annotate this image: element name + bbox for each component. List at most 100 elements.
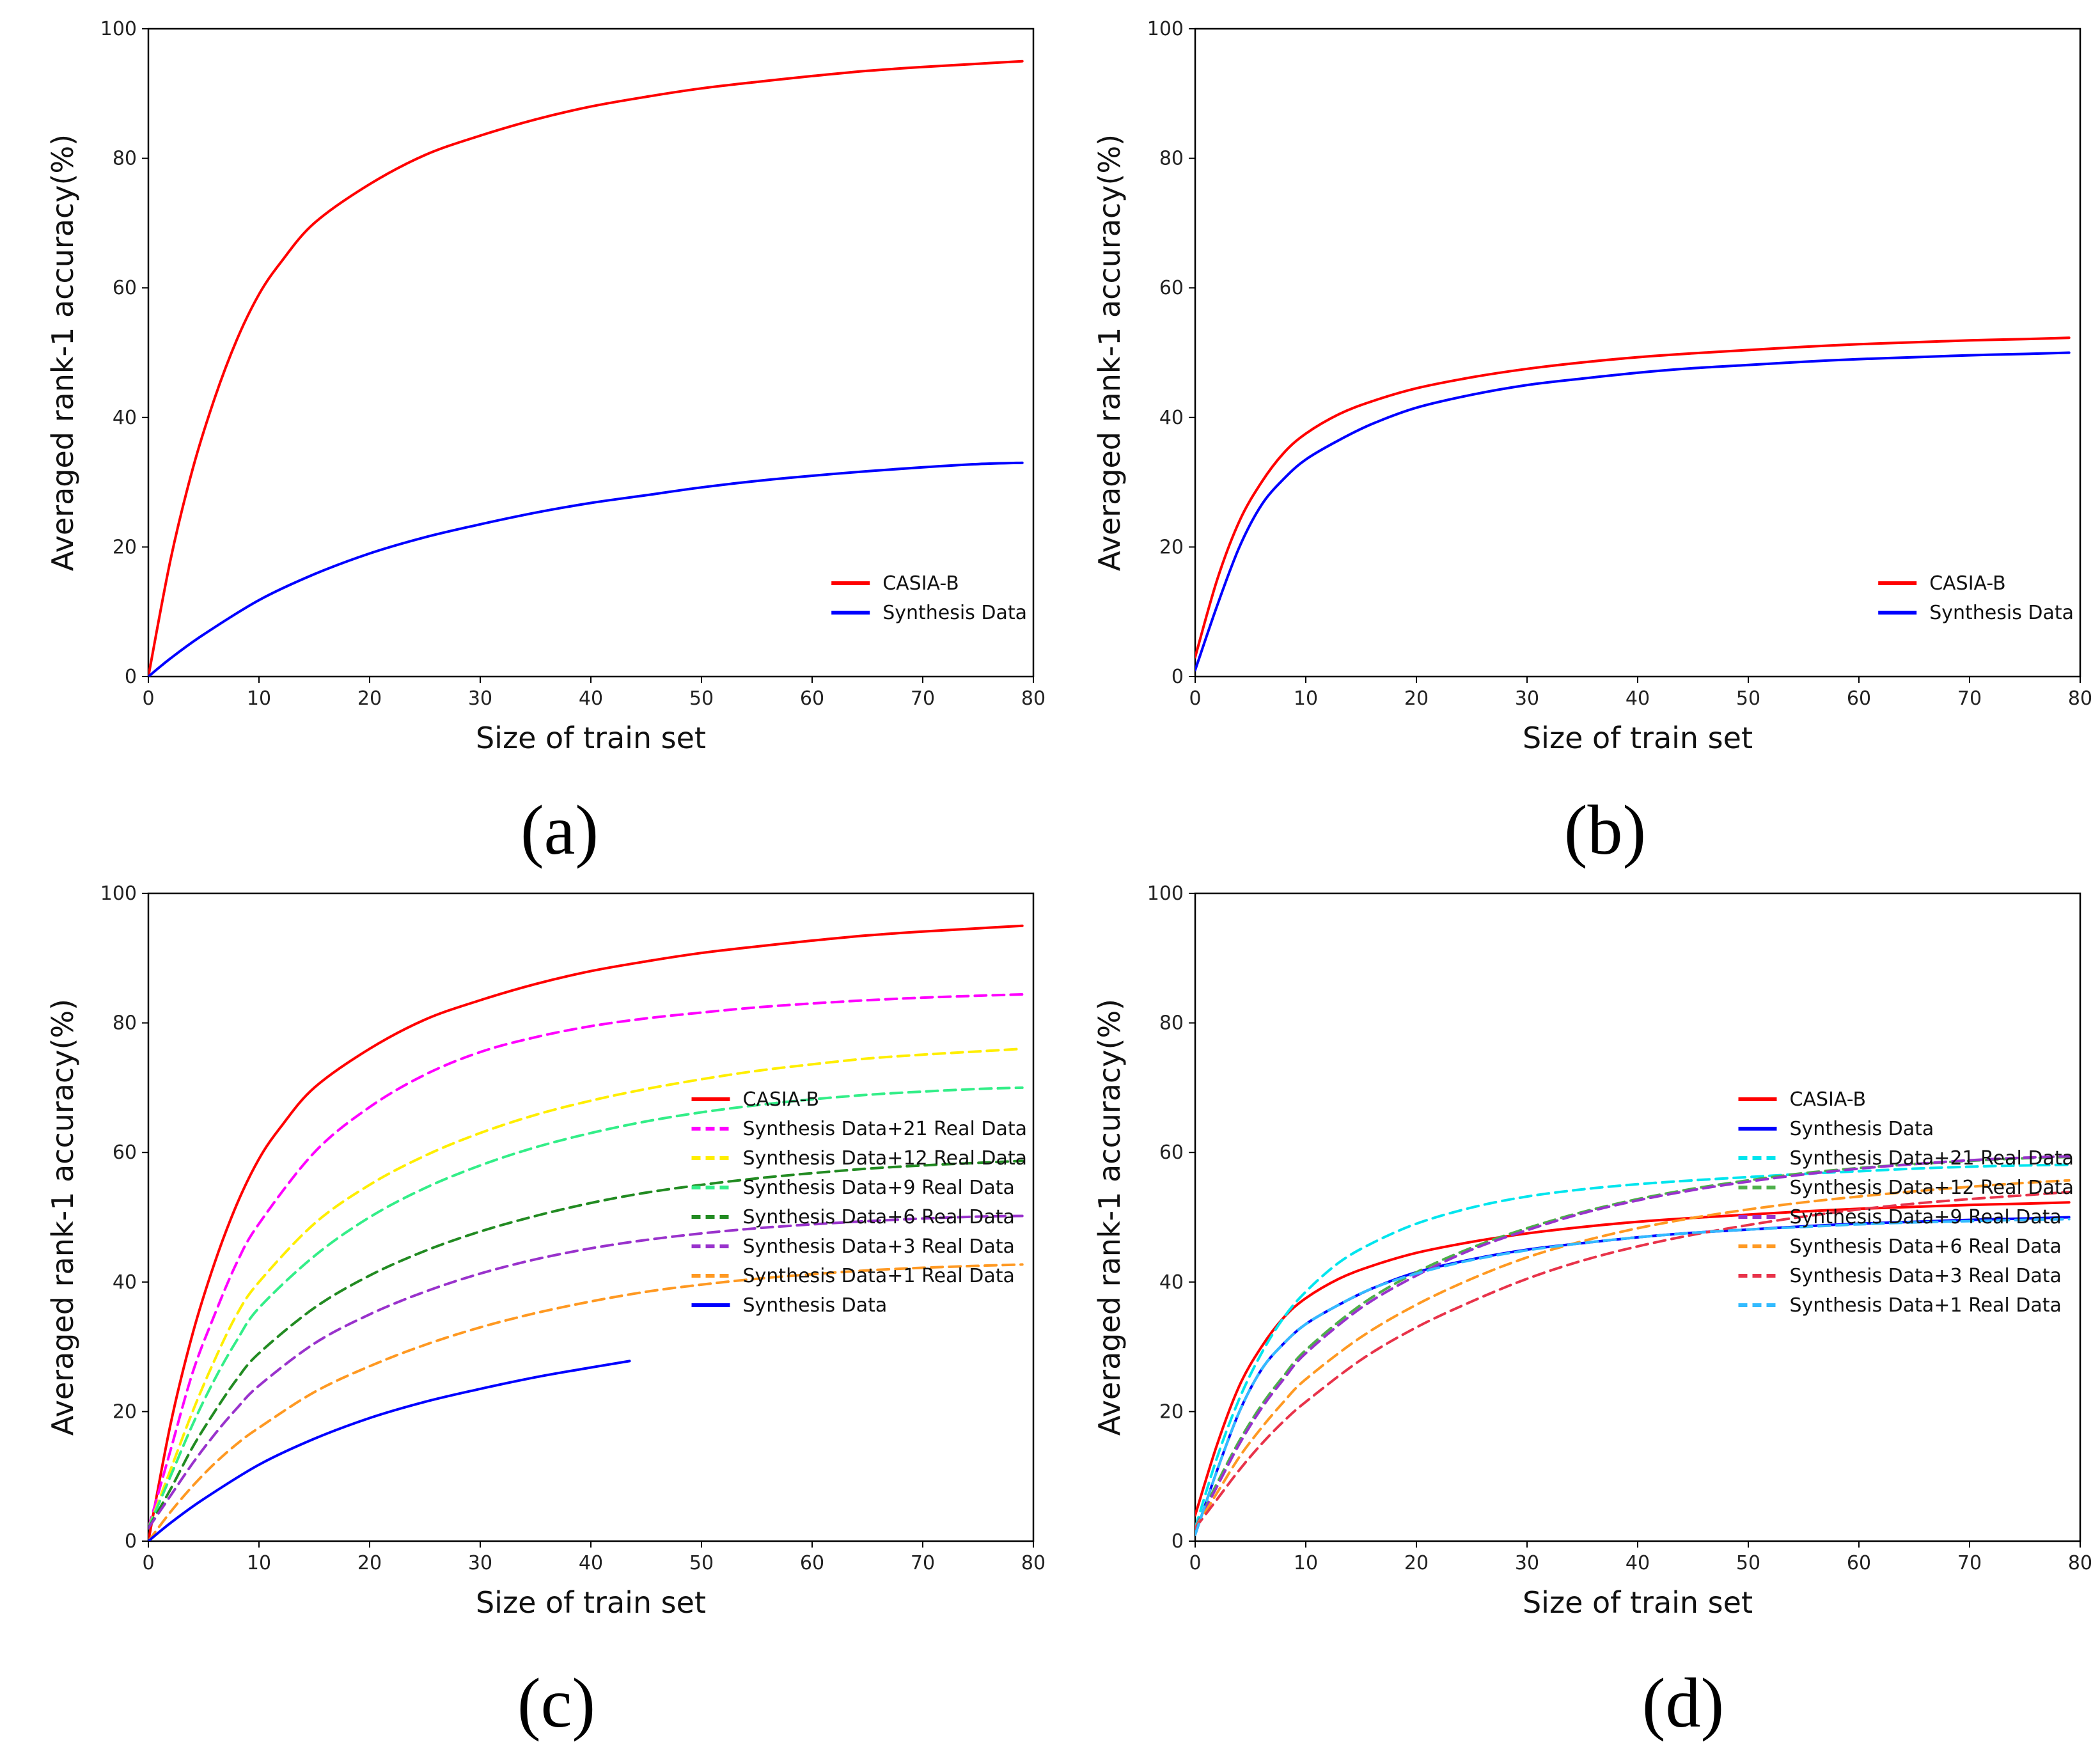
y-tick-label: 100 xyxy=(1147,882,1184,905)
y-tick-label: 80 xyxy=(113,1012,137,1035)
legend: CASIA-B Synthesis Data Synthesis Data+21 R… xyxy=(1738,1088,2074,1317)
series-line-casia-b xyxy=(148,59,1024,677)
legend-label: Synthesis Data+1 Real Data xyxy=(743,1265,1015,1287)
y-tick-label: 20 xyxy=(1159,536,1184,558)
legend-label: Synthesis Data+21 Real Data xyxy=(743,1118,1028,1140)
x-tick-label: 70 xyxy=(1957,687,1982,710)
x-tick-label: 10 xyxy=(247,1552,271,1574)
y-axis-label: Averaged rank-1 accuracy(%) xyxy=(1092,134,1127,571)
panel-caption: (b) xyxy=(1564,791,1646,869)
x-tick-label: 0 xyxy=(1189,1552,1201,1574)
series-line-synthesis-data-1-real-data xyxy=(1195,1218,2071,1536)
legend-label: Synthesis Data+3 Real Data xyxy=(743,1235,1015,1258)
series-line-casia-b xyxy=(148,924,1024,1541)
series-line-synthesis-data-9-real-data xyxy=(148,1086,1024,1530)
series-line-synthesis-data-3-real-data xyxy=(148,1214,1024,1530)
x-tick-label: 30 xyxy=(1515,1552,1539,1574)
legend-label: Synthesis Data+3 Real Data xyxy=(1790,1265,2062,1287)
x-tick-label: 60 xyxy=(800,687,824,710)
legend-label: Synthesis Data+9 Real Data xyxy=(743,1177,1015,1199)
legend-label: CASIA-B xyxy=(743,1088,820,1111)
y-tick-label: 100 xyxy=(100,18,137,40)
x-tick-label: 20 xyxy=(357,687,382,710)
legend: CASIA-B Synthesis Data xyxy=(831,572,1027,624)
legend-label: CASIA-B xyxy=(1790,1088,1867,1111)
chart-panel-2: 0 10 20 30 40 50 60 70 80 0 20 40 60 80 100 Size of tra… xyxy=(1092,18,2092,869)
y-tick-label: 0 xyxy=(1171,1530,1184,1553)
legend: CASIA-B Synthesis Data+21 Real Data Synthe… xyxy=(691,1088,1028,1317)
series-line-synthesis-data-1-real-data xyxy=(148,1263,1024,1541)
legend: CASIA-B Synthesis Data xyxy=(1878,572,2074,624)
chart-panel-3: 0 10 20 30 40 50 60 70 80 0 20 40 60 80 100 Size of tra… xyxy=(45,882,1046,1742)
series-line-synthesis-data xyxy=(148,1360,631,1541)
series-group xyxy=(1195,336,2071,671)
series-line-casia-b xyxy=(1195,336,2071,659)
y-axis-label: Averaged rank-1 accuracy(%) xyxy=(45,999,80,1436)
x-tick-label: 50 xyxy=(1736,1552,1760,1574)
legend-label: Synthesis Data+12 Real Data xyxy=(1790,1177,2074,1199)
y-tick-label: 20 xyxy=(113,536,137,558)
x-tick-label: 80 xyxy=(2068,1552,2092,1574)
series-line-casia-b xyxy=(1195,1201,2071,1517)
legend-label: Synthesis Data+9 Real Data xyxy=(1790,1206,2062,1228)
x-tick-label: 70 xyxy=(911,1552,935,1574)
series-group xyxy=(148,59,1024,677)
series-line-synthesis-data-6-real-data xyxy=(1195,1179,2071,1530)
x-tick-label: 40 xyxy=(1626,1552,1650,1574)
y-tick-label: 60 xyxy=(1159,277,1184,299)
x-tick-label: 30 xyxy=(468,1552,492,1574)
x-tick-label: 50 xyxy=(1736,687,1760,710)
y-tick-label: 80 xyxy=(1159,1012,1184,1035)
legend-label: Synthesis Data xyxy=(1929,602,2074,624)
legend-label: CASIA-B xyxy=(882,572,959,595)
x-tick-label: 50 xyxy=(689,1552,714,1574)
series-line-synthesis-data-12-real-data xyxy=(148,1047,1024,1530)
x-tick-label: 0 xyxy=(1189,687,1201,710)
x-tick-label: 50 xyxy=(689,687,714,710)
legend-label: CASIA-B xyxy=(1929,572,2006,595)
y-tick-label: 100 xyxy=(100,882,137,905)
series-line-synthesis-data-21-real-data xyxy=(148,993,1024,1530)
series-group xyxy=(148,924,1024,1541)
y-tick-label: 20 xyxy=(1159,1400,1184,1423)
y-tick-label: 80 xyxy=(113,148,137,170)
y-tick-label: 40 xyxy=(113,1271,137,1294)
y-tick-label: 60 xyxy=(1159,1141,1184,1164)
x-tick-label: 40 xyxy=(579,1552,603,1574)
panel-caption: (c) xyxy=(517,1664,595,1742)
legend-label: Synthesis Data xyxy=(1790,1118,1934,1140)
x-axis-label: Size of train set xyxy=(476,1585,706,1620)
series-line-synthesis-data-6-real-data xyxy=(148,1159,1024,1530)
panel-caption: (d) xyxy=(1642,1664,1724,1742)
x-axis-label: Size of train set xyxy=(476,721,706,755)
x-axis-label: Size of train set xyxy=(1523,721,1753,755)
series-line-synthesis-data xyxy=(1195,351,2071,671)
x-tick-label: 10 xyxy=(1294,1552,1318,1574)
panel-caption: (a) xyxy=(521,791,599,869)
x-tick-label: 40 xyxy=(1626,687,1650,710)
x-axis-label: Size of train set xyxy=(1523,1585,1753,1620)
y-tick-label: 60 xyxy=(113,277,137,299)
series-line-synthesis-data-21-real-data xyxy=(1195,1163,2071,1530)
y-axis-label: Averaged rank-1 accuracy(%) xyxy=(1092,999,1127,1436)
x-tick-label: 10 xyxy=(247,687,271,710)
x-tick-label: 20 xyxy=(1404,687,1429,710)
y-tick-label: 100 xyxy=(1147,18,1184,40)
series-line-synthesis-data-9-real-data xyxy=(1195,1155,2071,1530)
x-tick-label: 20 xyxy=(357,1552,382,1574)
legend-label: Synthesis Data+12 Real Data xyxy=(743,1147,1028,1170)
x-tick-label: 40 xyxy=(579,687,603,710)
x-tick-label: 20 xyxy=(1404,1552,1429,1574)
x-tick-label: 60 xyxy=(1847,687,1871,710)
y-axis-label: Averaged rank-1 accuracy(%) xyxy=(45,134,80,571)
series-line-synthesis-data xyxy=(148,461,1024,677)
y-tick-label: 0 xyxy=(125,666,137,688)
legend-label: Synthesis Data+21 Real Data xyxy=(1790,1147,2074,1170)
y-tick-label: 40 xyxy=(1159,1271,1184,1294)
y-tick-label: 80 xyxy=(1159,148,1184,170)
y-tick-label: 0 xyxy=(1171,666,1184,688)
x-tick-label: 70 xyxy=(1957,1552,1982,1574)
x-tick-label: 0 xyxy=(142,1552,154,1574)
y-tick-label: 40 xyxy=(113,407,137,429)
